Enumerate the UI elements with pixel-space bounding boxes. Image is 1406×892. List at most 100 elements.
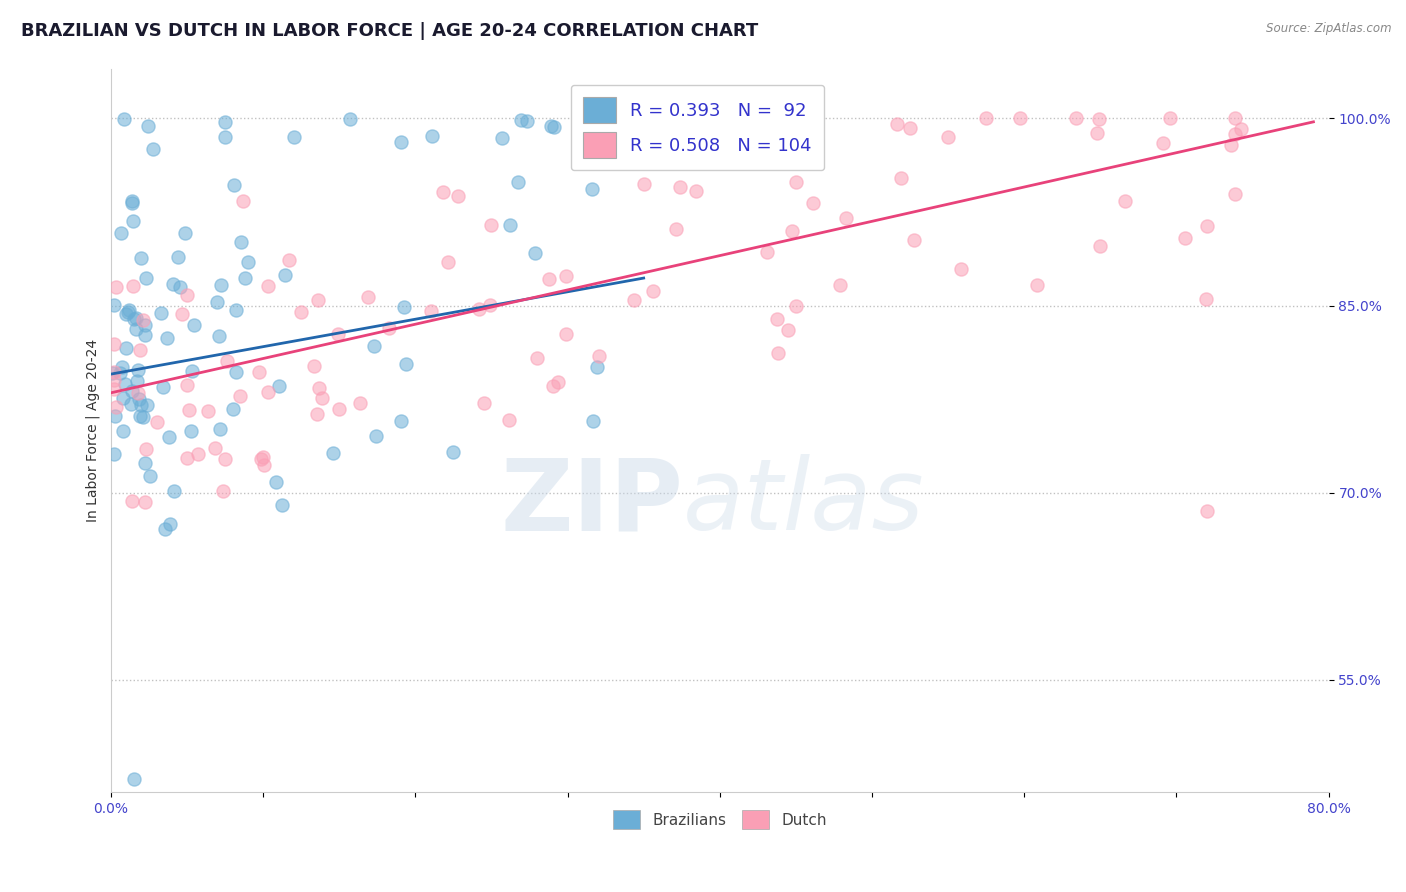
- Point: [103, 373, 125, 387]
- Point: [204, 441, 226, 455]
- Point: [103, 337, 125, 351]
- Point: [172, 307, 194, 321]
- Point: [128, 392, 150, 407]
- Point: [266, 475, 288, 489]
- Point: [120, 397, 142, 411]
- Point: [132, 312, 155, 326]
- Point: [1230, 122, 1253, 136]
- Point: [1219, 137, 1241, 152]
- Point: [1085, 126, 1108, 140]
- Point: [1026, 278, 1049, 293]
- Point: [782, 224, 804, 238]
- Point: [665, 222, 688, 236]
- Point: [176, 288, 198, 302]
- Point: [163, 484, 186, 499]
- Point: [232, 194, 254, 209]
- Point: [222, 401, 245, 416]
- Point: [228, 389, 250, 403]
- Point: [121, 384, 143, 398]
- Point: [156, 331, 179, 345]
- Point: [138, 469, 160, 483]
- Point: [481, 218, 503, 232]
- Point: [197, 404, 219, 418]
- Point: [308, 381, 330, 395]
- Point: [538, 272, 561, 286]
- Point: [128, 409, 150, 423]
- Point: [114, 341, 136, 355]
- Point: [755, 244, 778, 259]
- Point: [166, 250, 188, 264]
- Point: [785, 175, 807, 189]
- Point: [283, 129, 305, 144]
- Point: [271, 498, 294, 512]
- Point: [1159, 112, 1181, 126]
- Point: [217, 354, 239, 368]
- Point: [307, 293, 329, 307]
- Point: [506, 175, 529, 189]
- Point: [516, 114, 538, 128]
- Point: [835, 211, 858, 226]
- Point: [135, 270, 157, 285]
- Point: [136, 119, 159, 133]
- Point: [526, 351, 548, 365]
- Point: [1195, 293, 1218, 307]
- Point: [169, 279, 191, 293]
- Point: [328, 401, 350, 416]
- Point: [389, 135, 412, 149]
- Point: [162, 277, 184, 291]
- Point: [1010, 112, 1032, 126]
- Point: [1088, 112, 1111, 126]
- Point: [669, 180, 692, 194]
- Point: [1090, 238, 1112, 252]
- Point: [1174, 230, 1197, 244]
- Point: [509, 113, 531, 128]
- Point: [135, 442, 157, 457]
- Point: [121, 196, 143, 211]
- Point: [1114, 194, 1136, 208]
- Point: [152, 379, 174, 393]
- Point: [366, 429, 388, 443]
- Point: [118, 303, 141, 318]
- Point: [588, 350, 610, 364]
- Point: [357, 289, 380, 303]
- Point: [155, 523, 177, 537]
- Point: [903, 234, 925, 248]
- Point: [363, 339, 385, 353]
- Point: [1223, 187, 1246, 202]
- Point: [110, 226, 132, 240]
- Point: [472, 395, 495, 409]
- Point: [224, 178, 246, 193]
- Point: [420, 304, 443, 318]
- Point: [176, 378, 198, 392]
- Point: [1195, 504, 1218, 518]
- Point: [131, 410, 153, 425]
- Point: [214, 451, 236, 466]
- Point: [127, 363, 149, 377]
- Point: [541, 378, 564, 392]
- Point: [389, 413, 412, 427]
- Point: [543, 120, 565, 135]
- Point: [183, 318, 205, 332]
- Point: [121, 194, 143, 208]
- Point: [134, 456, 156, 470]
- Point: [129, 343, 152, 357]
- Point: [633, 178, 655, 192]
- Point: [349, 396, 371, 410]
- Point: [103, 365, 125, 379]
- Point: [326, 327, 349, 342]
- Point: [103, 298, 125, 312]
- Point: [766, 345, 789, 359]
- Point: [176, 450, 198, 465]
- Point: [378, 320, 401, 334]
- Point: [523, 246, 546, 260]
- Point: [134, 495, 156, 509]
- Point: [395, 357, 418, 371]
- Point: [125, 310, 148, 325]
- Point: [129, 398, 152, 412]
- Point: [778, 323, 800, 337]
- Point: [581, 182, 603, 196]
- Point: [235, 271, 257, 285]
- Point: [187, 447, 209, 461]
- Point: [179, 424, 201, 438]
- Point: [257, 278, 280, 293]
